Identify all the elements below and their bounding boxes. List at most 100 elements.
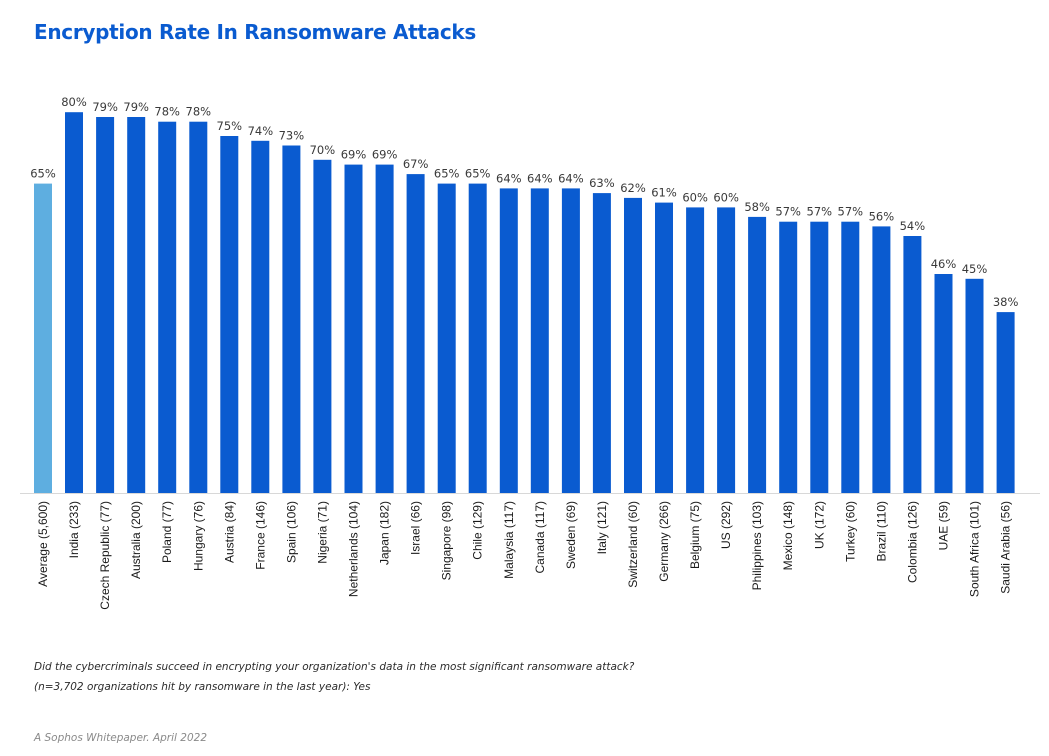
- bar: [686, 207, 705, 493]
- category-label: Japan (182): [378, 501, 392, 565]
- bar-average: [34, 183, 52, 493]
- bar: [499, 188, 518, 493]
- value-label: 67%: [403, 157, 429, 171]
- value-label: 64%: [558, 171, 584, 185]
- bar: [872, 226, 891, 493]
- value-label: 63%: [589, 176, 615, 190]
- category-label: Average (5,600): [36, 501, 50, 587]
- bars-group: [34, 112, 1015, 494]
- value-label: 62%: [620, 181, 646, 195]
- category-label: Australia (200): [129, 501, 143, 579]
- category-label: Saudi Arabia (56): [999, 501, 1013, 594]
- category-label: UK (172): [812, 501, 826, 549]
- bar: [127, 117, 146, 493]
- value-label: 56%: [869, 209, 895, 223]
- value-label: 64%: [496, 171, 522, 185]
- bar: [406, 174, 425, 493]
- value-label: 69%: [341, 148, 367, 162]
- category-label: South Africa (101): [968, 501, 982, 597]
- value-label: 78%: [186, 105, 212, 119]
- value-label: 60%: [682, 190, 708, 204]
- category-label: India (233): [67, 501, 81, 558]
- value-label: 65%: [434, 167, 460, 181]
- category-label: Brazil (110): [874, 501, 888, 561]
- category-label: Belgium (75): [688, 501, 702, 569]
- bar: [65, 112, 83, 493]
- category-label: Colombia (126): [905, 501, 919, 583]
- category-label: Poland (77): [160, 501, 174, 563]
- bar: [251, 140, 270, 494]
- category-label: Sweden (69): [564, 501, 578, 569]
- value-label: 75%: [217, 119, 243, 133]
- chart-title: Encryption Rate In Ransomware Attacks: [34, 20, 476, 44]
- bar: [779, 221, 798, 493]
- bar: [810, 221, 829, 493]
- value-label: 61%: [651, 186, 677, 200]
- bar: [344, 164, 363, 493]
- category-label: Hungary (76): [191, 501, 205, 571]
- value-label: 54%: [900, 219, 926, 233]
- bar: [437, 183, 456, 493]
- value-labels-group: 65% 80% 79% 79% 78% 78% 75% 74% 73% 70% 69% 69% 67% 6…: [30, 95, 1018, 309]
- source-credit: A Sophos Whitepaper. April 2022: [34, 732, 208, 744]
- bar: [158, 121, 177, 493]
- bar: [655, 202, 673, 493]
- bar: [96, 117, 115, 493]
- category-label: Israel (66): [409, 501, 423, 555]
- category-labels-group: Average (5,600) India (233) Czech Republic…: [36, 501, 1013, 610]
- bar: [530, 188, 549, 493]
- category-label: France (146): [253, 501, 267, 570]
- value-label: 38%: [993, 295, 1019, 309]
- category-label: Turkey (60): [843, 501, 857, 562]
- bar: [624, 197, 642, 493]
- category-label: Spain (106): [284, 501, 298, 563]
- category-label: Malaysia (117): [502, 501, 516, 579]
- category-label: Singapore (98): [440, 501, 454, 580]
- value-label: 78%: [154, 105, 180, 119]
- value-label: 60%: [713, 190, 739, 204]
- category-label: Austria (84): [222, 501, 236, 563]
- value-label: 58%: [744, 200, 770, 214]
- category-label: Germany (266): [657, 501, 671, 582]
- category-label: Italy (121): [595, 501, 609, 554]
- category-label: Switzerland (60): [626, 501, 640, 588]
- value-label: 57%: [838, 205, 864, 219]
- value-label: 65%: [30, 167, 56, 181]
- category-label: Canada (117): [533, 501, 547, 574]
- value-label: 79%: [123, 100, 149, 114]
- value-label: 70%: [310, 143, 336, 157]
- survey-question-note: Did the cybercriminals succeed in encryp…: [34, 661, 635, 673]
- category-label: Chile (129): [471, 501, 485, 560]
- bar: [934, 274, 953, 493]
- category-label: Czech Republic (77): [98, 501, 112, 610]
- category-label: UAE (59): [937, 501, 951, 550]
- value-label: 57%: [807, 205, 833, 219]
- bar: [841, 221, 860, 493]
- bar: [282, 145, 301, 493]
- bar: [220, 136, 239, 493]
- value-label: 74%: [248, 124, 274, 138]
- category-label: US (292): [719, 501, 733, 549]
- value-label: 65%: [465, 167, 491, 181]
- bar-chart: 65% 80% 79% 79% 78% 78% 75% 74% 73% 70% 69% 69% 67% 6…: [20, 95, 1040, 610]
- category-label: Philippines (103): [750, 501, 764, 590]
- sample-size-note: (n=3,702 organizations hit by ransomware…: [34, 681, 371, 693]
- value-label: 57%: [775, 205, 801, 219]
- value-label: 46%: [931, 257, 957, 271]
- bar: [189, 121, 208, 493]
- bar: [717, 207, 736, 493]
- bar: [313, 159, 332, 494]
- bar: [561, 188, 580, 493]
- bar: [996, 312, 1015, 493]
- category-label: Netherlands (104): [347, 501, 361, 597]
- value-label: 45%: [962, 262, 988, 276]
- bar: [375, 164, 394, 493]
- bar: [903, 236, 922, 493]
- bar: [965, 278, 984, 493]
- value-label: 73%: [279, 129, 305, 143]
- category-label: Nigeria (71): [315, 501, 329, 564]
- value-label: 64%: [527, 171, 553, 185]
- category-label: Mexico (148): [781, 501, 795, 570]
- bar: [748, 216, 767, 493]
- bar: [592, 193, 611, 493]
